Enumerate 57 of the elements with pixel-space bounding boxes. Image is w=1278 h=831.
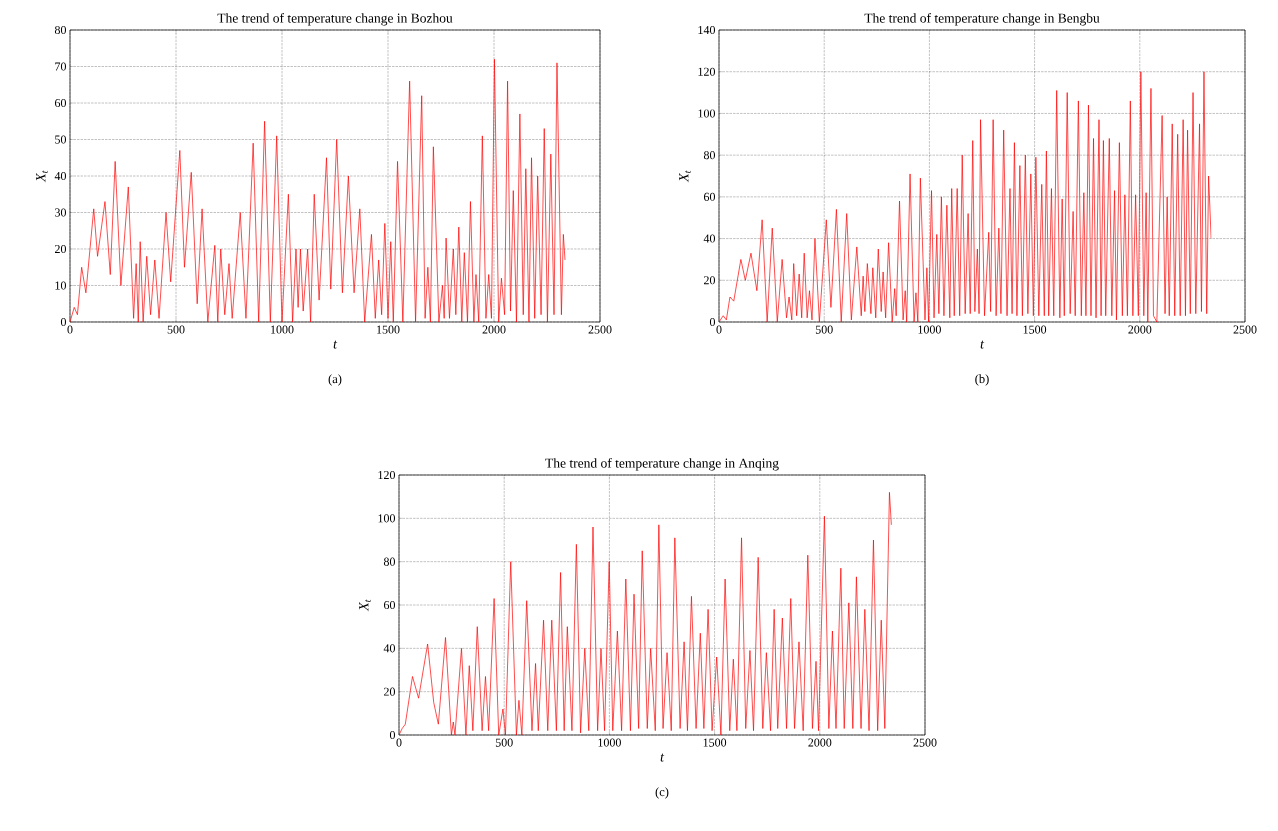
x-tick-label: 1000 <box>271 325 294 334</box>
y-tick-label: 10 <box>55 281 66 290</box>
x-tick-label: 1500 <box>1023 325 1047 334</box>
x-axis-title: t <box>660 753 665 762</box>
x-tick-label: 0 <box>396 738 402 747</box>
x-tick-label: 2500 <box>913 738 937 747</box>
y-tick-label: 80 <box>54 25 66 35</box>
x-tick-label: 500 <box>167 325 185 334</box>
y-tick-label: 0 <box>60 317 67 327</box>
x-tick-label: 2500 <box>1233 325 1257 334</box>
x-tick-label: 500 <box>495 738 513 747</box>
y-axis-title: X$_{t}$ <box>679 170 691 183</box>
y-tick-label: 60 <box>54 98 66 108</box>
chart-title: The trend of temperature change in Bengbu <box>864 13 1100 26</box>
text: (c) <box>655 787 669 799</box>
y-tick-label: 0 <box>389 730 396 740</box>
y-tick-label: 40 <box>383 644 396 653</box>
x-tick-label: 0 <box>716 325 722 334</box>
x-tick-label: 2000 <box>1128 325 1152 334</box>
y-tick-label: 20 <box>704 276 716 285</box>
y-tick-label: 120 <box>378 470 396 480</box>
x-tick-label: 2000 <box>808 738 832 747</box>
y-tick-label: 60 <box>383 600 396 610</box>
x-axis-title: t <box>333 340 338 349</box>
y-tick-label: 30 <box>55 208 66 217</box>
x-tick-label: 2000 <box>482 325 506 334</box>
y-tick-label: 60 <box>703 192 716 201</box>
y-tick-label: 40 <box>703 234 716 243</box>
x-tick-label: 1000 <box>918 325 941 334</box>
y-tick-label: 70 <box>55 62 66 71</box>
x-tick-label: 1500 <box>703 738 727 747</box>
y-tick-label: 140 <box>698 25 716 35</box>
y-axis-title: X$_{t}$ <box>359 599 371 612</box>
y-tick-label: 80 <box>703 151 716 160</box>
y-tick-label: 100 <box>378 514 396 523</box>
y-tick-label: 40 <box>54 171 66 181</box>
x-tick-label: 1500 <box>377 325 400 334</box>
y-tick-label: 50 <box>55 135 66 144</box>
y-tick-label: 20 <box>384 687 396 696</box>
y-tick-label: 0 <box>709 317 716 327</box>
x-axis-title: t <box>980 340 985 349</box>
text: (b) <box>975 374 989 386</box>
y-axis-title: X$_{t}$ <box>36 170 48 183</box>
line-series <box>719 71 1212 323</box>
line-series <box>70 58 566 322</box>
chart-title: The trend of temperature change in Anqing <box>545 458 779 471</box>
y-tick-label: 80 <box>383 557 396 566</box>
line-series <box>399 491 892 736</box>
text: (a) <box>328 374 342 386</box>
x-tick-label: 500 <box>815 325 833 334</box>
y-tick-label: 120 <box>698 67 716 76</box>
y-tick-label: 100 <box>698 109 716 118</box>
y-tick-label: 20 <box>55 244 66 254</box>
chart-title: The trend of temperature change in Bozhou <box>217 13 453 26</box>
x-tick-label: 1000 <box>598 738 621 747</box>
x-tick-label: 2500 <box>588 325 612 334</box>
x-tick-label: 0 <box>67 325 73 334</box>
